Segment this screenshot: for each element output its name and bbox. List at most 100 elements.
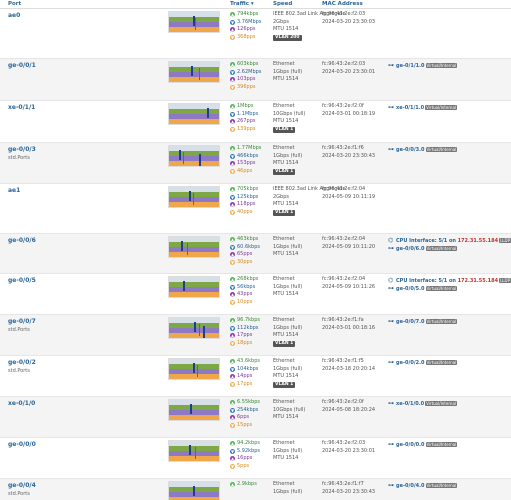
neighbor-link[interactable]: ge-0/1/1.0 xyxy=(396,63,425,69)
graph-spike xyxy=(193,193,194,205)
traffic-graph[interactable] xyxy=(168,236,220,258)
neighbor-ip[interactable]: 172.31.55.184 xyxy=(457,278,499,284)
neighbors: ⌬ CPU Interface: 5/1 on 172.31.55.184 LLDP… xyxy=(388,237,511,253)
col-header-mac[interactable]: MAC Address xyxy=(322,1,363,7)
traffic-line: ▼ 5pps xyxy=(230,463,270,471)
port-link[interactable]: xe-0/1/0 xyxy=(8,400,36,407)
speed-line: Ethernet xyxy=(273,236,295,242)
traffic-graph[interactable] xyxy=(168,481,220,500)
in-packets-icon: ▲ xyxy=(230,333,235,338)
port-link[interactable]: ge-0/0/1 xyxy=(8,62,36,69)
traffic-graph[interactable] xyxy=(168,103,220,125)
mac-info: fc:96:43:2e:f2:03 2024-03-20 23:30:01 xyxy=(322,440,382,455)
in-packets-icon: ▲ xyxy=(230,374,235,379)
port-link[interactable]: ae0 xyxy=(8,12,21,19)
traffic-graph[interactable] xyxy=(168,11,220,33)
out-packets-icon: ▼ xyxy=(230,381,235,387)
neighbor-tag-badge: Virtual/Internal xyxy=(425,63,458,68)
port-link[interactable]: ge-0/0/0 xyxy=(8,441,36,448)
graph-spike xyxy=(195,18,196,30)
port-link[interactable]: ge-0/0/3 xyxy=(8,146,36,153)
graph-band xyxy=(169,27,219,32)
speed-info: Ethernet 1Gbps (full) MTU 1514 xyxy=(273,276,318,299)
mac-info: fc:96:43:2e:f2:0f 2024-05-08 18:20:24 xyxy=(322,399,382,414)
traffic-value: 6.55kbps xyxy=(237,399,260,405)
speed-line: IEEE 802.3ad Link Aggregate xyxy=(273,186,346,192)
neighbor-link[interactable]: CPU Interface: 5/1 on xyxy=(396,278,456,284)
traffic-graph[interactable] xyxy=(168,399,220,421)
traffic-graph[interactable] xyxy=(168,358,220,380)
traffic-line: ▼ 60.6kbps xyxy=(230,244,270,252)
traffic-graph[interactable] xyxy=(168,317,220,339)
traffic-value: 463kbps xyxy=(237,236,259,242)
vlan-line: VLAN 200 xyxy=(273,34,318,42)
traffic-graph[interactable] xyxy=(168,440,220,462)
traffic-value: 104kbps xyxy=(237,365,259,372)
traffic-value: 5pps xyxy=(237,462,250,469)
traffic-line: ▲ 463kbps xyxy=(230,236,270,244)
neighbor-line: ⊶ ge-0/0/7.0 Virtual/Internal xyxy=(388,318,510,326)
vlan-badge: VLAN 1 xyxy=(273,381,296,388)
port-link[interactable]: xe-0/1/1 xyxy=(8,104,36,111)
traffic-graph[interactable] xyxy=(168,276,220,298)
in-packets-icon: ▲ xyxy=(230,252,235,257)
port-link[interactable]: ge-0/0/6 xyxy=(8,237,36,244)
speed-line: 10Gbps (full) xyxy=(273,110,306,117)
mac-info: fc:96:43:2e:f1:f5 2024-03-18 20:20:14 xyxy=(322,358,382,373)
mac-timestamp: 2024-03-01 00:18:16 xyxy=(322,324,376,331)
speed-info: Ethernet 1Gbps (full) MTU 1514 xyxy=(273,236,318,259)
col-header-traffic[interactable]: Traffic ▾ xyxy=(230,1,254,7)
neighbor-link[interactable]: xe-0/1/0.0 xyxy=(396,401,425,407)
graph-band xyxy=(169,277,219,282)
neighbor-link[interactable]: ge-0/0/5.0 xyxy=(396,285,425,292)
traffic-line: ▼ 3.76Mbps xyxy=(230,19,270,27)
neighbor-line: ⊶ ge-0/0/0.0 Virtual/Internal xyxy=(388,441,510,449)
traffic-line: ▼ 125kbps xyxy=(230,194,270,202)
col-header-port[interactable]: Port xyxy=(8,1,22,7)
traffic-line: ▼ 254kbps xyxy=(230,407,270,415)
neighbor-line: ⊶ ge-0/0/6.0 Virtual/Internal xyxy=(388,245,510,253)
traffic-line: ▲ 705kbps xyxy=(230,186,270,194)
neighbor-link[interactable]: ge-0/0/3.0 xyxy=(396,147,425,153)
speed-line: MTU 1514 xyxy=(273,118,299,124)
speed-info: IEEE 802.3ad Link Aggregate 2Gbps MTU 1514… xyxy=(273,186,346,216)
traffic-graph[interactable] xyxy=(168,61,220,83)
in-bits-icon: ▲ xyxy=(230,318,235,323)
traffic-line: ▲ 43pps xyxy=(230,291,270,299)
col-header-speed[interactable]: Speed xyxy=(273,1,293,7)
port-link[interactable]: ge-0/0/4 xyxy=(8,482,36,489)
graph-band xyxy=(169,12,219,17)
graph-band xyxy=(169,252,219,257)
port-link[interactable]: ge-0/0/5 xyxy=(8,277,36,284)
neighbor-link[interactable]: ge-0/0/2.0 xyxy=(396,360,425,366)
traffic-graph[interactable] xyxy=(168,186,220,208)
neighbor-line: ⊶ ge-0/0/3.0 Virtual/Internal xyxy=(388,146,510,154)
out-packets-icon: ▼ xyxy=(230,168,235,174)
speed-line: Ethernet xyxy=(273,481,295,487)
port-link-icon: ⊶ xyxy=(388,62,394,69)
traffic-line: ▲ 14pps xyxy=(230,373,270,381)
traffic-value: 14pps xyxy=(237,373,253,379)
neighbor-link[interactable]: CPU Interface: 5/1 on xyxy=(396,238,456,244)
port-link[interactable]: ae1 xyxy=(8,187,21,194)
traffic-value: 103pps xyxy=(237,76,256,82)
neighbor-link[interactable]: xe-0/1/1.0 xyxy=(396,105,425,111)
neighbor-link[interactable]: ge-0/0/6.0 xyxy=(396,245,425,252)
traffic-stats: ▲ 705kbps ▼ 125kbps ▲ 118pps ▼ 40pps xyxy=(230,186,270,216)
neighbor-link[interactable]: ge-0/0/0.0 xyxy=(396,442,425,448)
traffic-stats: ▲ 463kbps ▼ 60.6kbps ▲ 65pps ▼ 30pps xyxy=(230,236,270,266)
port-link[interactable]: ge-0/0/2 xyxy=(8,359,36,366)
neighbor-link[interactable]: ge-0/0/4.0 xyxy=(396,483,425,489)
neighbor-link[interactable]: ge-0/0/7.0 xyxy=(396,319,425,325)
traffic-value: 18pps xyxy=(237,339,253,346)
traffic-value: 17pps xyxy=(237,332,253,338)
speed-line: MTU 1514 xyxy=(273,76,299,82)
traffic-graph[interactable] xyxy=(168,145,220,167)
speed-line: Ethernet xyxy=(273,103,295,109)
mac-address: fc:96:43:2e:f2:04 xyxy=(322,236,366,242)
neighbor-ip[interactable]: 172.31.55.184 xyxy=(457,238,499,244)
graph-band xyxy=(169,333,219,338)
graph-band xyxy=(169,292,219,297)
port-link[interactable]: ge-0/0/7 xyxy=(8,318,36,325)
graph-band xyxy=(169,242,219,247)
